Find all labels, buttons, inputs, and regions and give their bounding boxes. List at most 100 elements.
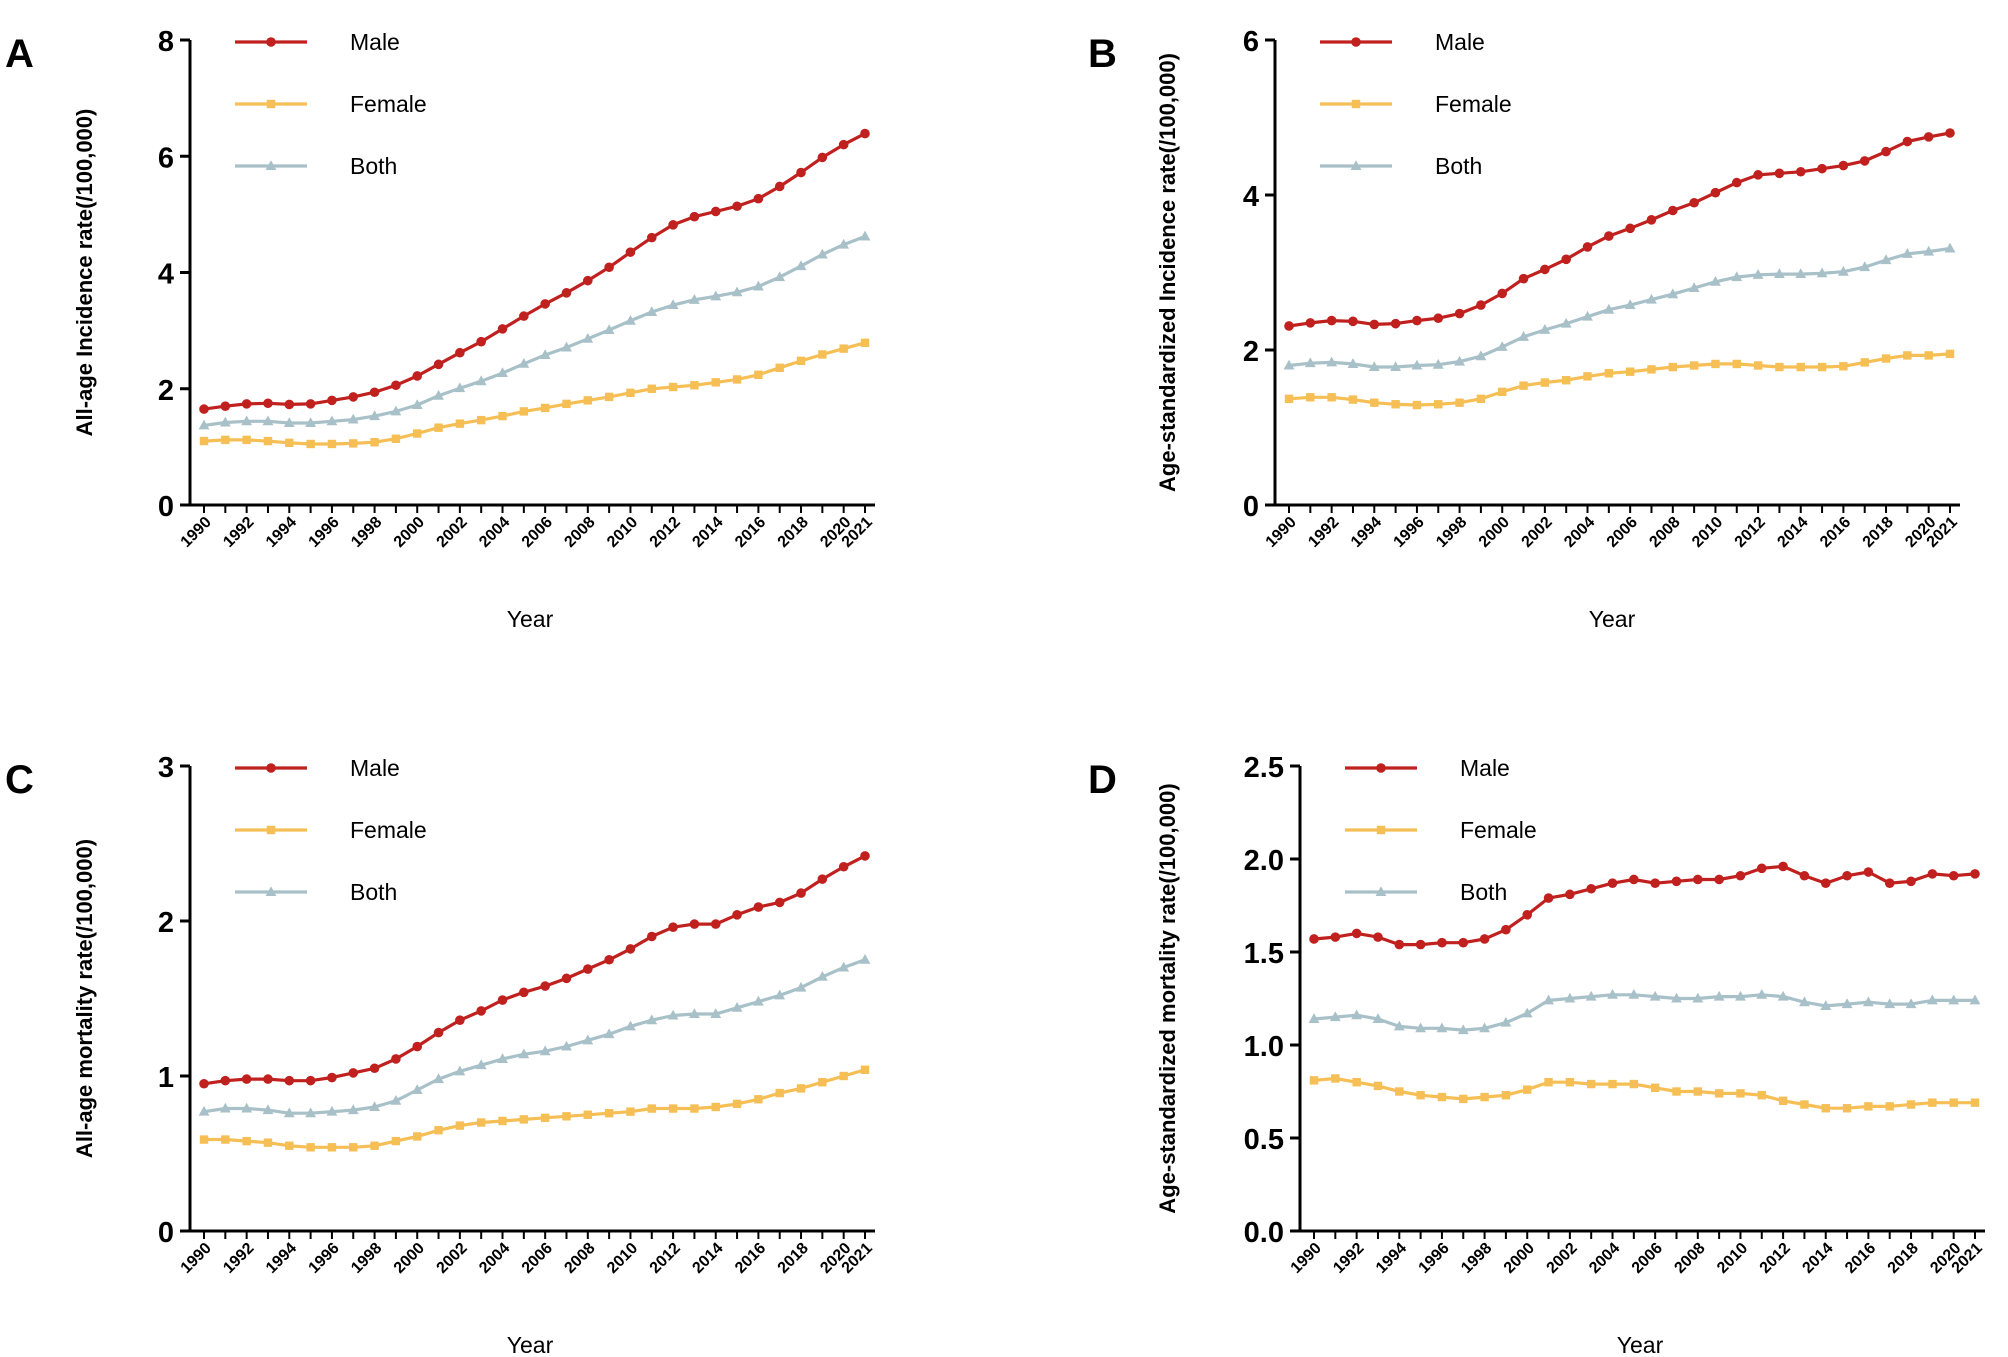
x-tick-label: 2004 bbox=[476, 1240, 513, 1277]
x-axis-title: Year bbox=[507, 1332, 554, 1357]
data-point bbox=[1501, 924, 1511, 935]
data-point bbox=[1671, 992, 1682, 1003]
data-point bbox=[1412, 315, 1422, 326]
data-point bbox=[540, 981, 550, 991]
data-point bbox=[1692, 992, 1704, 1003]
data-point bbox=[561, 973, 572, 984]
data-point bbox=[625, 944, 636, 954]
data-point bbox=[1650, 878, 1660, 888]
data-point bbox=[1668, 205, 1678, 216]
y-axis-title: Age-standardized mortality rate(/100,000… bbox=[1155, 783, 1180, 1213]
data-point bbox=[1671, 876, 1682, 887]
data-point bbox=[1326, 356, 1338, 367]
data-point bbox=[1969, 994, 1981, 1005]
data-point bbox=[476, 415, 486, 425]
data-point bbox=[1841, 998, 1853, 1009]
data-point bbox=[241, 399, 252, 409]
data-point bbox=[475, 375, 487, 386]
data-point bbox=[689, 1008, 700, 1018]
data-point bbox=[860, 338, 870, 348]
data-point bbox=[1540, 264, 1550, 275]
data-point bbox=[1433, 313, 1444, 324]
x-tick-label: 1992 bbox=[220, 514, 257, 551]
data-point bbox=[1368, 361, 1380, 372]
x-tick-label: 1990 bbox=[1263, 514, 1300, 551]
legend: Male Female Both bbox=[1345, 755, 1537, 905]
data-point bbox=[1393, 1020, 1405, 1031]
data-point bbox=[1565, 1078, 1575, 1087]
legend-marker-female bbox=[1376, 825, 1386, 835]
series-line-male bbox=[203, 854, 866, 1086]
data-point bbox=[369, 1063, 380, 1074]
data-point bbox=[518, 1048, 530, 1059]
data-point bbox=[667, 299, 679, 310]
data-point bbox=[604, 1109, 614, 1118]
data-point bbox=[1415, 939, 1426, 950]
legend-label-both: Both bbox=[1460, 879, 1507, 905]
data-point bbox=[519, 1115, 529, 1124]
data-point bbox=[1923, 132, 1934, 142]
x-tick-label: 2018 bbox=[775, 1240, 812, 1277]
data-point bbox=[646, 1014, 658, 1025]
data-point bbox=[1629, 1079, 1639, 1089]
data-point bbox=[1821, 1104, 1830, 1113]
data-point bbox=[199, 404, 209, 414]
data-point bbox=[434, 423, 443, 432]
legend-label-male: Male bbox=[1460, 755, 1510, 781]
x-tick-label: 1992 bbox=[220, 1240, 257, 1277]
data-point bbox=[1689, 197, 1699, 208]
data-point bbox=[391, 434, 401, 443]
data-point bbox=[1501, 1091, 1511, 1100]
x-tick-label: 2000 bbox=[1501, 1240, 1538, 1277]
data-point bbox=[306, 1143, 315, 1152]
data-point bbox=[518, 357, 530, 368]
legend-marker-male bbox=[1376, 763, 1386, 773]
data-point bbox=[199, 1078, 209, 1089]
data-point bbox=[1796, 362, 1805, 372]
data-point bbox=[1820, 878, 1831, 888]
x-axis-title: Year bbox=[1589, 606, 1636, 632]
data-point bbox=[732, 910, 742, 920]
data-point bbox=[1884, 878, 1895, 888]
y-tick-label: 1.5 bbox=[1244, 938, 1284, 970]
data-point bbox=[391, 380, 401, 391]
panel-label: D bbox=[1088, 758, 1117, 802]
data-point bbox=[1820, 1000, 1832, 1010]
data-point bbox=[668, 1104, 678, 1113]
data-point bbox=[1411, 359, 1423, 370]
data-point bbox=[1560, 317, 1572, 328]
data-point bbox=[305, 1075, 316, 1086]
data-point bbox=[1329, 1011, 1341, 1022]
data-point bbox=[1864, 1102, 1873, 1111]
data-point bbox=[1799, 996, 1810, 1007]
data-point bbox=[1390, 318, 1401, 329]
data-point bbox=[455, 1015, 465, 1025]
data-point bbox=[689, 919, 700, 929]
y-tick-label: 1 bbox=[158, 1062, 174, 1094]
data-point bbox=[1629, 874, 1639, 885]
data-point bbox=[859, 953, 871, 964]
data-point bbox=[774, 271, 786, 282]
x-tick-label: 2008 bbox=[1671, 1240, 1708, 1277]
data-point bbox=[1539, 324, 1551, 334]
data-point bbox=[1603, 303, 1615, 314]
data-point bbox=[754, 370, 763, 379]
data-point bbox=[1624, 299, 1636, 310]
series-line-both bbox=[1313, 993, 1975, 1032]
y-tick-label: 2.0 bbox=[1244, 845, 1284, 877]
data-point bbox=[752, 995, 764, 1006]
data-point bbox=[775, 1088, 784, 1098]
data-point bbox=[667, 1009, 679, 1020]
x-tick-label: 1992 bbox=[1330, 1240, 1367, 1277]
data-point bbox=[817, 152, 828, 163]
legend-marker-female bbox=[1351, 99, 1361, 109]
data-point bbox=[1714, 1089, 1724, 1098]
y-tick-label: 4 bbox=[1243, 181, 1259, 213]
data-point bbox=[710, 919, 721, 929]
data-point bbox=[1394, 939, 1405, 950]
data-point bbox=[1839, 362, 1848, 371]
x-tick-label: 1994 bbox=[263, 514, 300, 551]
data-point bbox=[817, 874, 828, 884]
x-tick-label: 2002 bbox=[434, 514, 471, 551]
